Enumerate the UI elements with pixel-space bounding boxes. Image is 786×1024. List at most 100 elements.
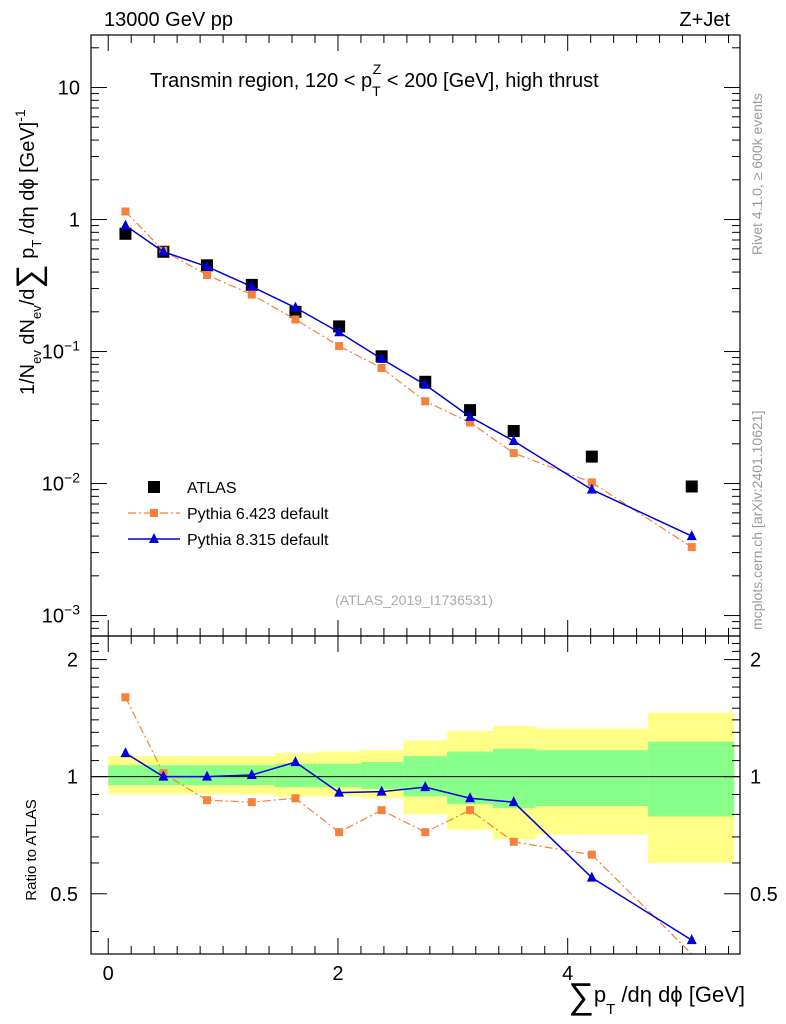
analysis-id: (ATLAS_2019_I1736531) <box>335 592 493 608</box>
ratio-band-inner <box>648 741 735 817</box>
y-label-ev-sub2: ev <box>29 305 44 319</box>
pythia6-point <box>291 315 300 324</box>
main-y-tick-label: 10−1 <box>42 338 80 364</box>
y-tick-exp: −1 <box>64 338 80 354</box>
pythia8-point <box>686 530 697 541</box>
ratio-series <box>120 693 697 955</box>
legend: ATLAS Pythia 6.423 default Pythia 8.315 … <box>128 480 329 549</box>
main-y-tick-label: 10−2 <box>42 470 80 496</box>
legend-atlas-marker <box>148 481 160 493</box>
legend-py6-label: Pythia 6.423 default <box>187 506 329 523</box>
pythia8-ratio-point <box>290 756 301 767</box>
pythia8-ratio-point <box>465 792 476 803</box>
y-tick-base: 10 <box>42 474 64 496</box>
pythia8-point <box>246 280 257 291</box>
chart-title: Transmin region, 120 < pTZ < 200 [GeV], … <box>150 61 599 99</box>
ratio-y-tick-label-right: 1 <box>750 767 761 789</box>
pythia6-point <box>203 271 212 280</box>
rivet-version-label: Rivet 4.1.0, ≥ 600k events <box>749 93 765 255</box>
y-tick-base: 10 <box>58 78 80 100</box>
pythia8-ratio-point <box>686 934 697 945</box>
pythia6-ratio-point <box>203 796 212 805</box>
main-y-tick-label: 1 <box>69 210 80 232</box>
x-label-p: p <box>594 982 606 1007</box>
y-label-slash: /d <box>17 289 39 306</box>
pythia6-ratio-point <box>509 837 518 846</box>
pythia6-point <box>247 290 256 299</box>
pythia6-ratio-point <box>587 850 596 859</box>
pythia8-point <box>290 301 301 312</box>
series-line-2 <box>125 224 693 537</box>
pythia8-ratio-point <box>376 785 387 796</box>
ratio-band-inner <box>360 762 404 789</box>
y-label-t-sub: T <box>29 240 44 248</box>
pythia8-ratio-point <box>202 770 213 781</box>
x-tick-label: 4 <box>562 963 573 985</box>
atlas-data-point <box>119 227 132 240</box>
y-label-rest: /dη dϕ [GeV] <box>17 122 39 240</box>
y-tick-exp: −2 <box>64 470 80 486</box>
pythia6-point <box>121 207 130 216</box>
pythia8-ratio-point <box>334 786 345 797</box>
ratio-band-inner <box>274 763 318 788</box>
ratio-y-tick-label-left: 0.5 <box>50 884 78 906</box>
pythia8-point <box>465 410 476 421</box>
main-x-ticks <box>107 35 730 636</box>
y-label-exp: -1 <box>12 109 28 122</box>
pythia8-point <box>586 483 597 494</box>
header-right: Z+Jet <box>679 9 730 31</box>
ratio-y-tick-label-left: 1 <box>67 767 78 789</box>
legend-py8-label: Pythia 8.315 default <box>187 532 329 549</box>
main-series <box>119 207 698 552</box>
ratio-band-inner <box>108 765 143 786</box>
y-label-p: p <box>17 248 39 265</box>
chart-title-sup: Z <box>373 61 382 77</box>
x-label-suffix: /dη dϕ [GeV] <box>615 982 745 1007</box>
y-tick-base: 10 <box>42 606 64 628</box>
y-tick-base: 1 <box>69 210 80 232</box>
pythia8-point <box>376 352 387 363</box>
pythia8-ratio-point <box>420 781 431 792</box>
pythia6-point <box>509 449 518 458</box>
ratio-line-1 <box>124 697 693 955</box>
ratio-y-tick-label-right: 2 <box>750 650 761 672</box>
ratio-band-inner <box>317 763 361 788</box>
ratio-frame <box>90 635 741 955</box>
pythia8-ratio-point <box>158 770 169 781</box>
y-tick-exp: −3 <box>64 602 80 618</box>
ratio-band-inner <box>535 750 649 807</box>
pythia8-point <box>158 245 169 256</box>
pythia8-ratio-point <box>586 871 597 882</box>
pythia8-ratio-point <box>120 747 131 758</box>
pythia6-point <box>377 364 386 373</box>
atlas-data-point <box>507 425 520 438</box>
y-label-mid: dN <box>17 319 39 350</box>
pythia6-point <box>421 397 430 406</box>
y-tick-base: 10 <box>42 342 64 364</box>
chart-title-prefix: Transmin region, 120 < p <box>150 70 372 92</box>
series-line-1 <box>125 211 693 548</box>
y-label-ev-sub: ev <box>29 350 44 364</box>
pythia6-ratio-point <box>121 693 130 702</box>
x-label-sum: ∑ <box>568 975 594 1016</box>
pythia6-point <box>587 478 596 487</box>
y-label-main: 1/N <box>17 364 39 395</box>
header-left: 13000 GeV pp <box>104 9 233 31</box>
pythia8-point <box>334 326 345 337</box>
pythia6-point <box>466 418 475 427</box>
pythia8-point <box>202 260 213 271</box>
x-tick-label: 2 <box>332 963 343 985</box>
pythia8-point <box>120 219 131 230</box>
pythia8-point <box>420 378 431 389</box>
legend-py8-marker <box>149 533 159 543</box>
pythia8-point <box>508 435 519 446</box>
ratio-panel: 2 2 1 1 0.5 0.5 0 2 4 <box>50 635 778 985</box>
ratio-x-axis: 0 2 4 <box>103 636 730 985</box>
mcplots-label: mcplots.cern.ch [arXiv:2401.10621] <box>749 411 765 630</box>
ratio-y-label: Ratio to ATLAS <box>23 799 40 900</box>
main-y-tick-label: 10−3 <box>42 602 80 628</box>
atlas-data-point <box>585 450 598 463</box>
